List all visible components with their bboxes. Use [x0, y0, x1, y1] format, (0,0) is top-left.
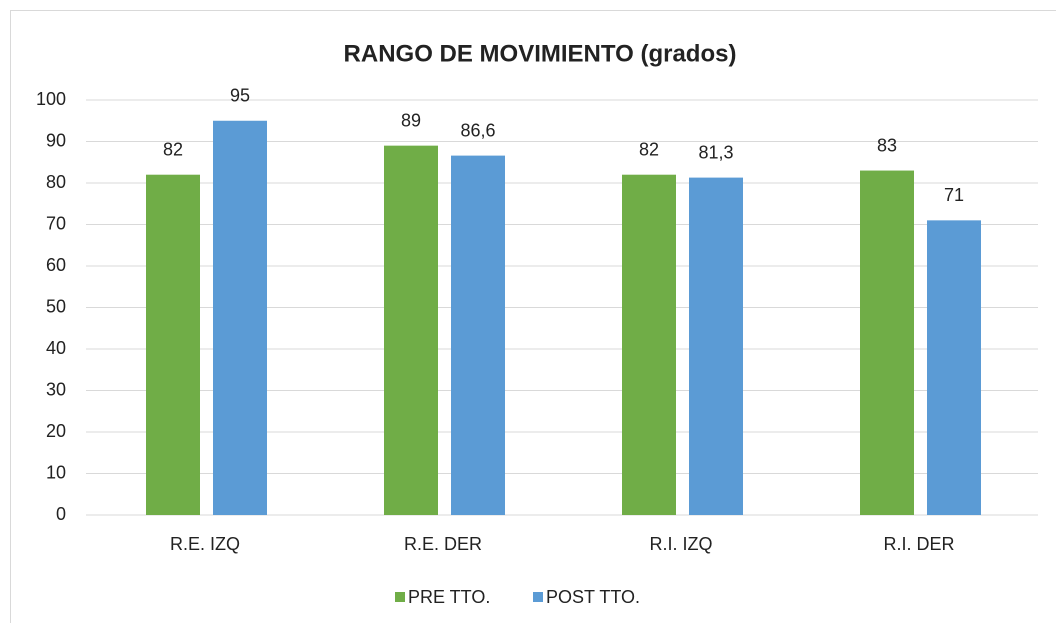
y-tick-label: 0	[56, 504, 66, 524]
data-label: 71	[944, 185, 964, 205]
x-tick-label: R.E. IZQ	[170, 534, 240, 554]
legend-label: POST TTO.	[546, 587, 640, 607]
data-label: 89	[401, 110, 421, 130]
data-label: 81,3	[698, 142, 733, 162]
y-tick-label: 70	[46, 213, 66, 233]
bar	[860, 170, 914, 516]
legend-label: PRE TTO.	[408, 587, 490, 607]
x-tick-label: R.I. DER	[883, 534, 954, 554]
data-label: 86,6	[460, 120, 495, 140]
x-tick-label: R.E. DER	[404, 534, 482, 554]
y-tick-label: 50	[46, 296, 66, 316]
chart-title: RANGO DE MOVIMIENTO (grados)	[344, 40, 737, 67]
y-tick-label: 100	[36, 89, 66, 109]
data-label: 95	[230, 86, 250, 106]
y-tick-label: 30	[46, 379, 66, 399]
y-tick-label: 80	[46, 172, 66, 192]
bar	[384, 145, 438, 515]
bar	[451, 155, 505, 516]
bar	[213, 120, 267, 515]
y-tick-label: 20	[46, 421, 66, 441]
data-label: 83	[877, 135, 897, 155]
data-label: 82	[639, 139, 659, 159]
data-label: 82	[163, 139, 183, 159]
bar	[689, 177, 743, 516]
bar	[622, 174, 676, 515]
y-tick-label: 60	[46, 255, 66, 275]
legend-swatch	[533, 592, 543, 602]
y-tick-label: 90	[46, 130, 66, 150]
bar	[927, 220, 981, 515]
x-tick-label: R.I. IZQ	[650, 534, 713, 554]
y-tick-label: 10	[46, 462, 66, 482]
bar	[146, 174, 200, 515]
legend-swatch	[395, 592, 405, 602]
y-tick-label: 40	[46, 338, 66, 358]
